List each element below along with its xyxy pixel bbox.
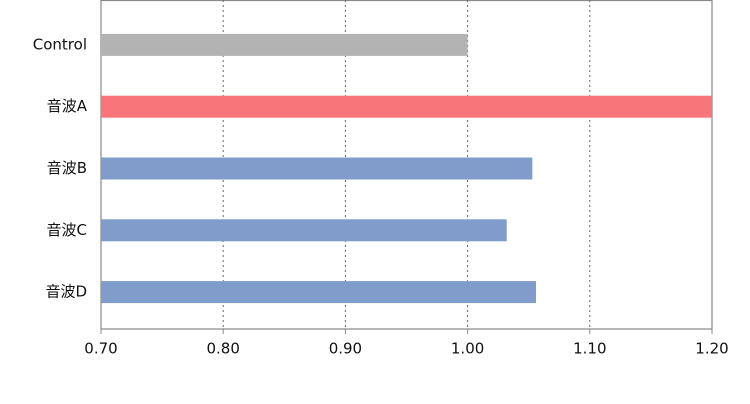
bar bbox=[101, 33, 468, 56]
x-tick-label: 0.80 bbox=[206, 340, 239, 358]
bar bbox=[101, 157, 533, 180]
bar bbox=[101, 281, 537, 304]
x-tick-label: 1.20 bbox=[695, 340, 728, 358]
y-tick-label: 音波B bbox=[47, 159, 87, 177]
y-tick-label: 音波A bbox=[47, 97, 88, 115]
y-tick-label: 音波C bbox=[47, 221, 87, 239]
x-tick-label: 1.00 bbox=[451, 340, 484, 358]
bar bbox=[101, 95, 712, 118]
y-tick-label: 音波D bbox=[45, 283, 87, 301]
x-tick-label: 0.70 bbox=[84, 340, 117, 358]
y-tick-label: Control bbox=[33, 35, 87, 53]
bar bbox=[101, 219, 507, 242]
x-tick-label: 1.10 bbox=[573, 340, 606, 358]
x-tick-label: 0.90 bbox=[329, 340, 362, 358]
